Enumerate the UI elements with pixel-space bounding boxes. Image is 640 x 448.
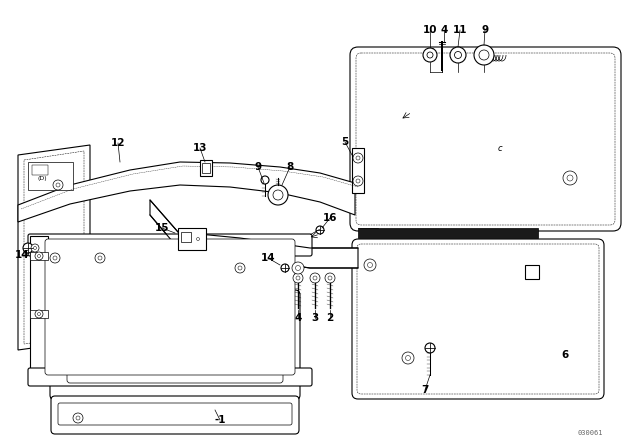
Circle shape (35, 310, 43, 318)
Bar (200, 160, 212, 176)
FancyBboxPatch shape (45, 239, 295, 375)
Text: 2: 2 (326, 313, 333, 323)
Circle shape (281, 264, 289, 272)
Text: 10: 10 (423, 25, 437, 35)
Bar (202, 163, 210, 173)
FancyBboxPatch shape (50, 290, 300, 400)
Circle shape (95, 253, 105, 263)
Circle shape (423, 48, 437, 62)
Text: 6: 6 (561, 350, 568, 360)
Text: -1: -1 (214, 415, 226, 425)
FancyBboxPatch shape (28, 368, 312, 386)
Circle shape (76, 416, 80, 420)
FancyBboxPatch shape (58, 403, 292, 425)
Circle shape (450, 47, 466, 63)
Text: 13: 13 (193, 143, 207, 153)
Circle shape (23, 243, 33, 253)
Text: 5: 5 (341, 137, 349, 147)
Circle shape (474, 45, 494, 65)
Polygon shape (18, 162, 355, 222)
Circle shape (292, 262, 304, 274)
Circle shape (356, 156, 360, 160)
Text: 11: 11 (452, 25, 467, 35)
Circle shape (310, 273, 320, 283)
Polygon shape (150, 200, 358, 268)
Circle shape (31, 244, 39, 252)
Circle shape (53, 256, 57, 260)
FancyBboxPatch shape (51, 396, 299, 434)
Circle shape (406, 356, 410, 361)
Circle shape (35, 252, 43, 260)
Circle shape (194, 235, 202, 243)
Text: 3: 3 (312, 313, 319, 323)
Text: 14: 14 (15, 250, 29, 260)
Circle shape (316, 226, 324, 234)
Circle shape (273, 190, 283, 200)
Circle shape (567, 175, 573, 181)
Circle shape (53, 180, 63, 190)
Circle shape (313, 276, 317, 280)
Text: 12: 12 (111, 138, 125, 148)
Bar (30, 310, 48, 318)
Circle shape (356, 179, 360, 183)
Circle shape (454, 52, 461, 59)
Circle shape (98, 256, 102, 260)
Text: 15: 15 (155, 223, 169, 233)
FancyBboxPatch shape (67, 307, 283, 383)
Text: c: c (498, 143, 502, 152)
Text: 030061: 030061 (577, 430, 603, 436)
Circle shape (238, 266, 242, 270)
FancyBboxPatch shape (352, 239, 604, 399)
Text: 4: 4 (294, 313, 301, 323)
Bar (181, 232, 191, 242)
Circle shape (196, 237, 200, 241)
Text: 7: 7 (421, 385, 429, 395)
Circle shape (235, 263, 245, 273)
Circle shape (268, 185, 288, 205)
Bar (28, 162, 73, 190)
Circle shape (367, 263, 372, 267)
Circle shape (38, 254, 40, 258)
Circle shape (73, 413, 83, 423)
Circle shape (402, 352, 414, 364)
Bar (358, 228, 538, 238)
Circle shape (50, 253, 60, 263)
Text: 4: 4 (440, 25, 448, 35)
Circle shape (56, 183, 60, 187)
Circle shape (364, 259, 376, 271)
FancyBboxPatch shape (28, 234, 312, 256)
Text: (D): (D) (37, 176, 47, 181)
Bar (30, 252, 48, 260)
FancyBboxPatch shape (350, 47, 621, 231)
Circle shape (427, 52, 433, 58)
Circle shape (479, 50, 489, 60)
Circle shape (261, 176, 269, 184)
Circle shape (38, 313, 40, 315)
Circle shape (325, 273, 335, 283)
Bar (525, 265, 539, 279)
Polygon shape (18, 145, 90, 350)
Text: 9: 9 (255, 162, 262, 172)
Text: 8: 8 (286, 162, 294, 172)
Circle shape (293, 273, 303, 283)
Text: 9: 9 (481, 25, 488, 35)
Bar (352, 148, 364, 193)
Circle shape (353, 153, 363, 163)
Circle shape (563, 171, 577, 185)
Circle shape (328, 276, 332, 280)
Text: 16: 16 (323, 213, 337, 223)
Text: 14: 14 (260, 253, 275, 263)
Circle shape (353, 176, 363, 186)
Circle shape (33, 246, 36, 250)
Bar (178, 228, 206, 250)
Circle shape (296, 276, 300, 280)
Bar (30, 236, 48, 384)
Circle shape (425, 343, 435, 353)
Circle shape (296, 266, 301, 271)
Bar (32, 165, 48, 175)
